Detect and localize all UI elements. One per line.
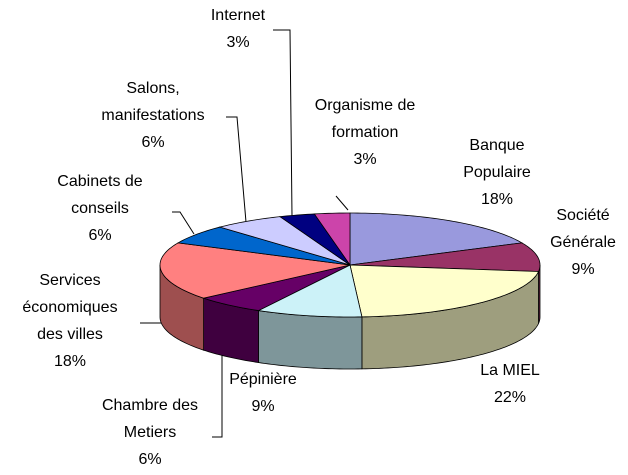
leader-line (335, 195, 349, 211)
leader-line (226, 116, 247, 223)
slice-label-line: économiques (22, 299, 117, 316)
slice (278, 213, 351, 266)
slice (218, 216, 351, 266)
value-label: 6% (88, 227, 111, 244)
leader-lines (140, 29, 349, 438)
slice-label-line: Metiers (124, 424, 176, 441)
slice (349, 212, 524, 266)
slice-label-line: conseils (71, 200, 129, 217)
slice-label-line: Cabinets de (57, 173, 142, 190)
value-label: 3% (226, 34, 249, 51)
slice (176, 226, 351, 266)
slice-label-line: La MIEL (480, 362, 540, 379)
slice-label: La MIEL (480, 362, 540, 379)
slice-label: Banque Populaire (463, 137, 531, 181)
slice-label-line: Banque (469, 137, 524, 154)
slice (202, 264, 351, 311)
pie-slices (159, 212, 541, 318)
slice-label: Cabinets de conseils (57, 173, 142, 217)
leader-line (212, 350, 223, 438)
value-label: 9% (251, 398, 274, 415)
value-label: 3% (353, 151, 376, 168)
slice (159, 242, 351, 299)
slice-label-line: Pépinière (229, 371, 297, 388)
slice-label-line: manifestations (101, 107, 204, 124)
slice-label-line: des villes (37, 326, 103, 343)
slice-label-line: Chambre des (102, 397, 198, 414)
slice-label-line: Organisme de (315, 97, 416, 114)
slice-label: Salons, manifestations (101, 80, 204, 124)
slice-label: Services économiques des villes (22, 272, 117, 343)
slice (349, 242, 541, 272)
slice-label-line: Société (556, 207, 609, 224)
slice (349, 264, 540, 318)
slice-label-line: Générale (550, 234, 616, 251)
slice-label-line: formation (332, 124, 399, 141)
slice-side (258, 310, 363, 370)
slice (313, 212, 351, 267)
slice (257, 264, 363, 318)
leader-line (273, 29, 293, 217)
slice-label: Pépinière (229, 371, 297, 388)
slice-label-line: Salons, (126, 80, 179, 97)
slice-label-line: Populaire (463, 164, 531, 181)
value-label: 6% (141, 134, 164, 151)
value-label: 18% (54, 353, 86, 370)
value-label: 6% (138, 451, 161, 468)
value-label: 9% (571, 261, 594, 278)
value-label: 22% (494, 389, 526, 406)
slice-label-line: Services (39, 272, 100, 289)
leader-line (172, 211, 195, 235)
slice-label-line: Internet (211, 7, 266, 24)
slice-label: Organisme de formation (315, 97, 416, 141)
value-label: 18% (481, 191, 513, 208)
slice-label: Société Générale (550, 207, 616, 251)
slice-label: Chambre des Metiers (102, 397, 198, 441)
slice-label: Internet (211, 7, 266, 24)
